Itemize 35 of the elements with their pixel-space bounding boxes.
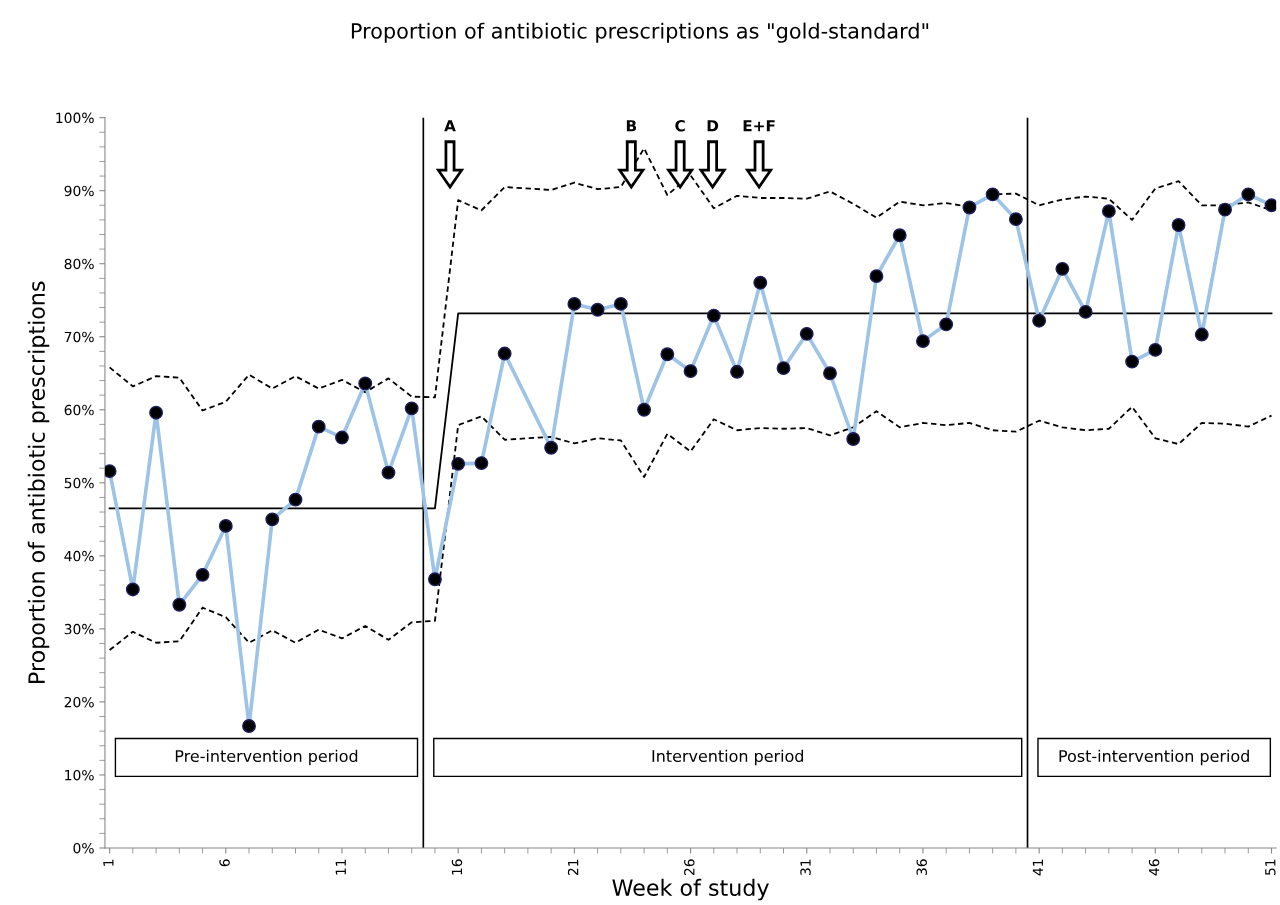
x-tick-label: 16 [451,859,463,875]
annotation: B [626,120,637,132]
annotation: C [675,119,685,132]
chart-title: Proportion of antibiotic prescriptions as "gold-standard" [351,22,929,43]
annotation: Pre-intervention period [175,749,358,766]
y-tick-label: 90% [64,185,94,197]
x-tick-label: 6 [219,859,230,867]
y-tick-label: 50% [64,477,94,489]
x-tick-label: 1 [103,859,114,866]
x-tick-label: 51 [1265,859,1276,875]
y-tick-label: 100% [56,112,94,124]
x-tick-label: 26 [684,859,695,876]
point [985,187,1000,202]
y-tick-label: 10% [65,769,94,781]
y-tick-label: 40% [64,550,94,562]
x-axis-title: Week of study [612,878,769,901]
x-tick-label: 36 [916,859,927,876]
y-axis-title: Proportion of antibiotic prescriptions [27,281,50,683]
x-tick-label: 41 [1032,859,1043,876]
point [962,200,977,215]
y-tick-label: 60% [64,404,94,416]
annotation: A [444,120,456,132]
annotation: E+F [743,120,775,132]
y-tick-label: 20% [64,696,94,708]
y-tick-label: 0% [73,842,94,854]
x-tick-label: 11 [335,859,346,875]
y-tick-label: 80% [64,258,94,270]
annotation: Intervention period [652,749,804,766]
x-tick-label: 21 [567,859,579,876]
y-tick-label: 30% [64,623,94,635]
y-tick-label: 70% [64,331,94,343]
annotation: D [707,120,719,132]
annotation: Post-intervention period [1059,749,1249,766]
x-tick-label: 31 [800,859,811,876]
x-tick-label: 46 [1148,859,1160,876]
